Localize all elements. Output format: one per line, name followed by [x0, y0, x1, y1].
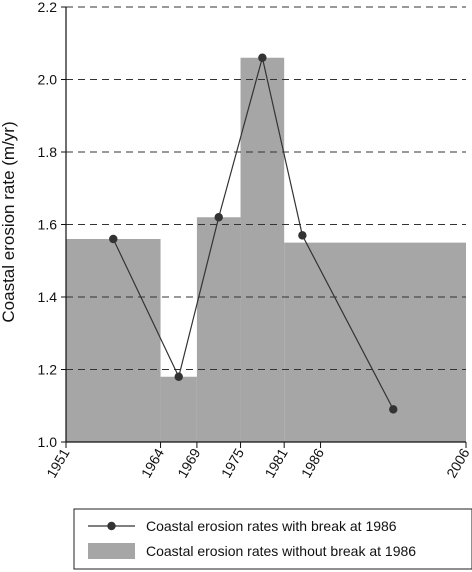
line-point-3 — [258, 53, 267, 62]
axes — [61, 6, 467, 448]
line-series-layer — [109, 53, 398, 414]
y-tick-label-6: 2.2 — [38, 0, 58, 15]
x-tick-label-2: 1969 — [174, 445, 204, 480]
area-step-4 — [284, 242, 466, 442]
line-series-path — [112, 57, 394, 410]
line-point-1 — [174, 372, 183, 381]
step-area-layer — [66, 57, 466, 442]
line-point-0 — [109, 234, 118, 244]
y-tick-label-4: 1.8 — [38, 144, 58, 160]
legend: Coastal erosion rates with break at 1986… — [73, 508, 472, 570]
legend-label-line-series: Coastal erosion rates with break at 1986 — [146, 518, 397, 534]
legend-label-area-series: Coastal erosion rates without break at 1… — [146, 543, 416, 559]
y-tick-labels: 1.0 1.2 1.4 1.6 1.8 2.0 2.2 — [38, 0, 58, 450]
legend-marker-swatch — [107, 521, 116, 531]
y-tick-label-2: 1.4 — [38, 289, 58, 305]
area-step-0 — [66, 239, 161, 442]
line-point-2 — [214, 213, 223, 222]
x-tick-label-0: 1951 — [43, 445, 73, 480]
gridlines — [66, 6, 466, 370]
line-point-5 — [389, 405, 398, 414]
x-tick-label-5: 1986 — [298, 445, 328, 480]
area-step-1 — [160, 376, 197, 442]
legend-box — [73, 508, 472, 570]
area-step-2 — [196, 217, 241, 442]
y-tick-label-5: 2.0 — [38, 72, 58, 88]
y-tick-label-0: 1.0 — [38, 434, 58, 450]
x-tick-labels: 1951 1964 1969 1975 1981 1986 2006 — [43, 445, 472, 480]
legend-area-swatch — [88, 543, 135, 559]
x-tick-label-4: 1981 — [261, 445, 291, 480]
line-point-4 — [298, 231, 307, 240]
x-tick-label-3: 1975 — [218, 445, 248, 480]
y-tick-label-3: 1.6 — [38, 217, 58, 233]
x-tick-label-1: 1964 — [138, 445, 168, 480]
y-axis-label: Coastal erosion rate (m/yr) — [0, 121, 18, 322]
x-tick-label-6: 2006 — [443, 445, 472, 480]
y-tick-label-1: 1.2 — [38, 362, 58, 378]
